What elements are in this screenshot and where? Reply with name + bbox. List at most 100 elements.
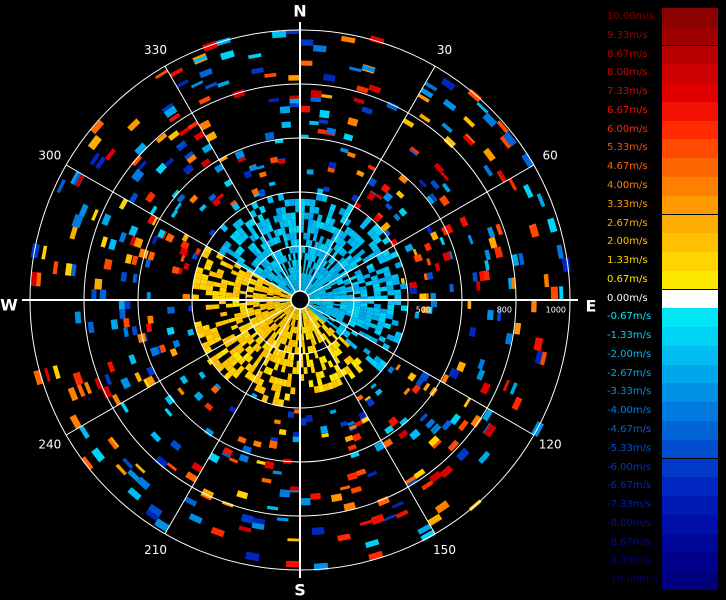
velocity-bin bbox=[496, 120, 509, 134]
velocity-bin bbox=[250, 319, 258, 325]
velocity-bin bbox=[380, 286, 388, 292]
velocity-bin bbox=[206, 285, 214, 291]
velocity-bin bbox=[111, 393, 122, 406]
velocity-bin bbox=[215, 321, 223, 328]
velocity-bin bbox=[277, 378, 284, 386]
velocity-bin bbox=[335, 245, 343, 253]
velocity-bin bbox=[425, 418, 436, 429]
velocity-bin bbox=[281, 322, 287, 330]
velocity-bin bbox=[176, 79, 189, 89]
velocity-bin bbox=[235, 259, 244, 267]
velocity-bin bbox=[260, 289, 268, 293]
velocity-bin bbox=[272, 470, 282, 475]
velocity-bin bbox=[327, 360, 334, 368]
velocity-bin bbox=[370, 336, 379, 344]
velocity-bin bbox=[318, 287, 325, 292]
velocity-bin bbox=[239, 339, 248, 347]
velocity-bin bbox=[267, 367, 274, 376]
velocity-bin bbox=[349, 275, 357, 281]
velocity-bin bbox=[180, 254, 186, 263]
velocity-bin bbox=[352, 432, 362, 442]
velocity-bin bbox=[318, 319, 324, 326]
velocity-bin bbox=[418, 179, 428, 188]
velocity-bin bbox=[204, 427, 215, 437]
velocity-bin bbox=[147, 251, 156, 261]
velocity-bin bbox=[273, 291, 281, 295]
velocity-bin bbox=[352, 308, 360, 313]
velocity-bin bbox=[330, 233, 338, 242]
velocity-bin bbox=[287, 219, 293, 227]
velocity-bin bbox=[323, 253, 330, 261]
velocity-bin bbox=[221, 336, 230, 344]
legend-row: -1.33m/s bbox=[606, 327, 718, 346]
velocity-bin bbox=[201, 251, 210, 259]
velocity-bin bbox=[254, 268, 262, 275]
velocity-bin bbox=[211, 331, 220, 339]
velocity-bin bbox=[307, 310, 312, 317]
velocity-bin bbox=[302, 340, 305, 348]
velocity-bin bbox=[316, 256, 322, 264]
velocity-bin bbox=[289, 232, 294, 240]
velocity-bin bbox=[533, 337, 544, 352]
legend-label: -2.67m/s bbox=[607, 367, 652, 379]
velocity-bin bbox=[332, 272, 340, 278]
velocity-bin bbox=[304, 312, 308, 320]
velocity-bin bbox=[511, 277, 516, 289]
legend-label: 4.67m/s bbox=[607, 161, 648, 173]
velocity-bin bbox=[320, 334, 326, 341]
velocity-bin bbox=[373, 355, 382, 364]
velocity-bin bbox=[352, 242, 361, 251]
velocity-bin bbox=[311, 315, 317, 322]
velocity-bin bbox=[430, 292, 436, 300]
velocity-bin bbox=[335, 276, 343, 282]
velocity-bin bbox=[340, 304, 347, 308]
velocity-bin bbox=[234, 343, 243, 351]
velocity-bin bbox=[252, 376, 261, 385]
velocity-bin bbox=[277, 159, 286, 165]
velocity-bin bbox=[132, 273, 138, 283]
velocity-bin bbox=[284, 269, 289, 276]
velocity-bin bbox=[201, 341, 210, 349]
velocity-bin bbox=[272, 332, 278, 340]
velocity-bin bbox=[337, 533, 351, 542]
velocity-bin bbox=[194, 247, 202, 255]
velocity-bin bbox=[291, 281, 296, 288]
legend-row: -4.67m/s bbox=[606, 421, 718, 440]
velocity-bin bbox=[521, 152, 535, 168]
velocity-bin bbox=[208, 228, 217, 237]
velocity-bin bbox=[280, 321, 286, 329]
velocity-bin bbox=[387, 366, 395, 374]
velocity-bin bbox=[195, 266, 204, 274]
velocity-bin bbox=[312, 292, 320, 296]
legend-label: 7.33m/s bbox=[607, 86, 648, 98]
velocity-bin bbox=[330, 281, 337, 287]
velocity-bin bbox=[335, 378, 343, 387]
velocity-bin bbox=[213, 335, 222, 343]
velocity-bin bbox=[328, 316, 336, 323]
velocity-bin bbox=[318, 274, 324, 281]
velocity-bin bbox=[312, 337, 317, 345]
velocity-bin bbox=[354, 269, 362, 276]
velocity-bin bbox=[281, 379, 288, 387]
velocity-bin bbox=[302, 280, 306, 287]
velocity-bin bbox=[404, 475, 417, 485]
legend-label: -9.33m/s bbox=[607, 555, 652, 567]
velocity-bin bbox=[250, 242, 258, 250]
velocity-bin bbox=[201, 273, 209, 281]
velocity-bin bbox=[395, 509, 409, 519]
velocity-bin bbox=[338, 207, 346, 216]
velocity-bin bbox=[233, 229, 242, 238]
velocity-bin bbox=[310, 254, 315, 262]
velocity-bin bbox=[312, 255, 317, 263]
velocity-bin bbox=[280, 255, 286, 263]
velocity-bin bbox=[374, 295, 381, 300]
velocity-bin bbox=[347, 420, 356, 427]
legend-label: -6.00m/s bbox=[607, 461, 652, 473]
legend-label: 2.67m/s bbox=[607, 217, 648, 229]
velocity-bin bbox=[283, 330, 288, 338]
velocity-bin bbox=[409, 287, 418, 295]
velocity-bin bbox=[494, 246, 504, 259]
velocity-bin bbox=[203, 329, 212, 337]
velocity-bin bbox=[387, 416, 399, 428]
